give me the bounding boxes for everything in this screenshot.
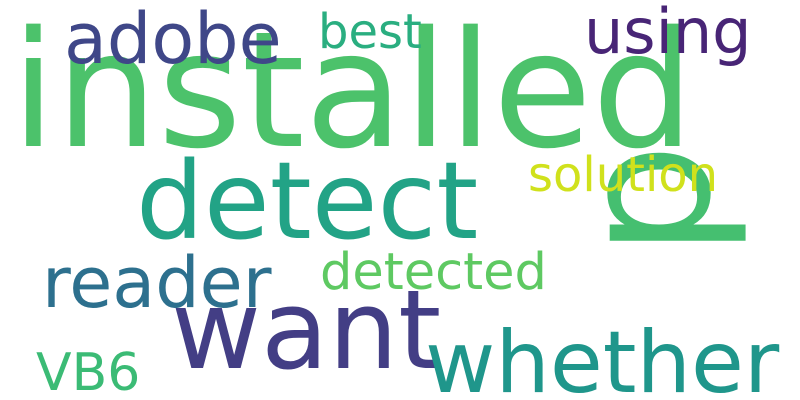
word-using: using — [584, 0, 752, 68]
word-best: best — [318, 4, 422, 60]
word-vb6: VB6 — [36, 343, 141, 400]
word-want: want — [171, 266, 442, 394]
word-reader: reader — [42, 242, 272, 324]
word-detect: detect — [136, 140, 479, 264]
word-adobe: adobe — [64, 0, 282, 80]
word-installed: installed — [11, 0, 695, 184]
word-detected: detected — [320, 243, 547, 302]
word-whether: whether — [425, 313, 780, 400]
word-solution: solution — [528, 147, 719, 203]
